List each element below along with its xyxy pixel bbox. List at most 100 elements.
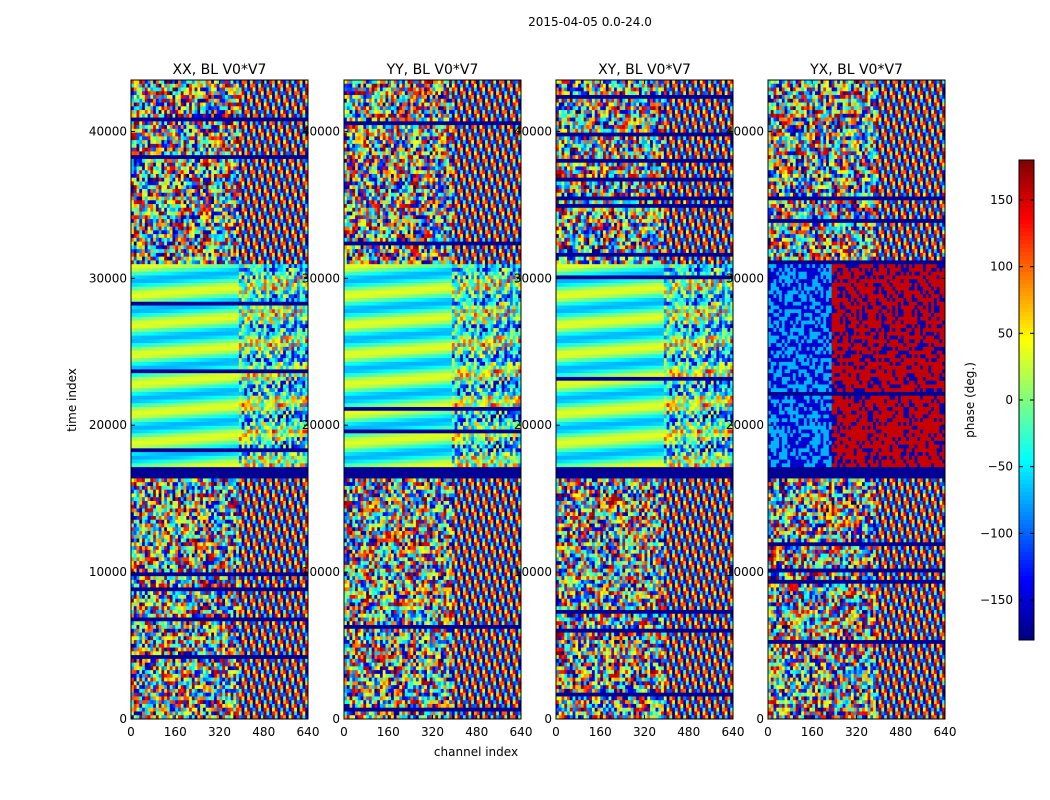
- heatmap-cell: [230, 136, 234, 141]
- heatmap-cell: [219, 324, 223, 329]
- heatmap-cell: [200, 121, 204, 126]
- heatmap-cell: [247, 226, 251, 231]
- heatmap-cell: [194, 346, 198, 352]
- heatmap-cell: [153, 192, 157, 197]
- heatmap-cell: [211, 358, 215, 363]
- heatmap-cell: [269, 339, 273, 344]
- heatmap-cell: [211, 309, 215, 314]
- heatmap-cell: [299, 106, 303, 111]
- heatmap-cell: [283, 267, 287, 273]
- heatmap-cell: [305, 290, 308, 295]
- heatmap-cell: [305, 282, 308, 288]
- heatmap-cell: [266, 313, 270, 318]
- heatmap-cell: [186, 151, 190, 156]
- heatmap-cell: [180, 87, 184, 92]
- heatmap-cell: [166, 361, 171, 367]
- heatmap-cell: [144, 358, 148, 363]
- heatmap-cell: [241, 140, 245, 145]
- heatmap-cell: [299, 162, 303, 167]
- heatmap-cell: [175, 166, 179, 171]
- heatmap-cell: [147, 361, 151, 367]
- heatmap-cell: [258, 128, 262, 134]
- heatmap-cell: [197, 155, 201, 160]
- heatmap-cell: [150, 358, 154, 363]
- heatmap-cell: [302, 339, 306, 344]
- heatmap-cell: [158, 181, 162, 186]
- heatmap-cell: [150, 249, 154, 254]
- heatmap-cell: [178, 286, 182, 291]
- heatmap-cell: [266, 298, 270, 303]
- heatmap-cell: [155, 136, 160, 141]
- heatmap-cell: [283, 215, 287, 220]
- heatmap-cell: [172, 95, 176, 100]
- heatmap-cell: [172, 279, 176, 284]
- heatmap-cell: [131, 358, 135, 363]
- heatmap-cell: [302, 335, 306, 340]
- heatmap-cell: [230, 219, 234, 224]
- heatmap-cell: [222, 219, 226, 224]
- heatmap-cell: [252, 354, 256, 359]
- heatmap-cell: [200, 309, 204, 314]
- heatmap-cell: [288, 121, 292, 126]
- heatmap-cell: [189, 132, 193, 137]
- heatmap-cell: [294, 170, 298, 175]
- heatmap-cell: [249, 170, 254, 175]
- heatmap-cell: [164, 241, 168, 246]
- heatmap-cell: [186, 328, 190, 333]
- heatmap-cell: [144, 128, 148, 134]
- heatmap-cell: [225, 237, 229, 243]
- heatmap-cell: [255, 132, 259, 137]
- heatmap-cell: [155, 346, 160, 352]
- heatmap-cell: [258, 121, 262, 126]
- heatmap-cell: [258, 106, 262, 111]
- heatmap-cell: [266, 173, 270, 179]
- heatmap-cell: [219, 128, 223, 134]
- heatmap-cell: [189, 87, 193, 92]
- heatmap-cell: [133, 339, 137, 344]
- heatmap-cell: [211, 260, 215, 265]
- heatmap-cell: [266, 320, 270, 325]
- heatmap-cell: [200, 91, 204, 96]
- heatmap-cell: [213, 117, 218, 122]
- heatmap-cell: [213, 275, 218, 280]
- heatmap-cell: [161, 335, 165, 340]
- heatmap-cell: [291, 346, 295, 352]
- heatmap-cell: [302, 151, 306, 156]
- heatmap-cell: [299, 275, 303, 280]
- heatmap-cell: [277, 166, 281, 171]
- heatmap-cell: [283, 158, 287, 164]
- heatmap-cell: [258, 279, 262, 284]
- heatmap-cell: [252, 301, 256, 306]
- heatmap-cell: [219, 237, 223, 243]
- heatmap-cell: [288, 113, 292, 118]
- heatmap-cell: [294, 173, 298, 179]
- heatmap-cell: [272, 192, 276, 197]
- heatmap-cell: [285, 83, 290, 88]
- heatmap-cell: [191, 91, 196, 96]
- heatmap-cell: [277, 234, 281, 239]
- heatmap-cell: [131, 335, 135, 340]
- heatmap-cell: [252, 155, 256, 160]
- heatmap-cell: [175, 95, 179, 100]
- heatmap-cell: [161, 143, 165, 149]
- heatmap-cell: [219, 369, 223, 374]
- heatmap-cell: [213, 147, 218, 152]
- heatmap-cell: [166, 339, 171, 344]
- heatmap-cell: [150, 256, 154, 261]
- heatmap-cell: [144, 256, 148, 261]
- heatmap-cell: [302, 143, 306, 149]
- heatmap-cell: [208, 196, 212, 201]
- heatmap-cell: [260, 365, 265, 370]
- heatmap-cell: [299, 158, 303, 164]
- heatmap-cell: [230, 245, 234, 250]
- heatmap-cell: [147, 365, 151, 370]
- heatmap-cell: [150, 339, 154, 344]
- heatmap-cell: [142, 189, 146, 194]
- heatmap-cell: [288, 181, 292, 186]
- heatmap-cell: [252, 260, 256, 265]
- heatmap-cell: [225, 83, 229, 88]
- heatmap-cell: [274, 166, 278, 171]
- heatmap-cell: [283, 301, 287, 306]
- heatmap-cell: [263, 222, 267, 227]
- heatmap-cell: [161, 219, 165, 224]
